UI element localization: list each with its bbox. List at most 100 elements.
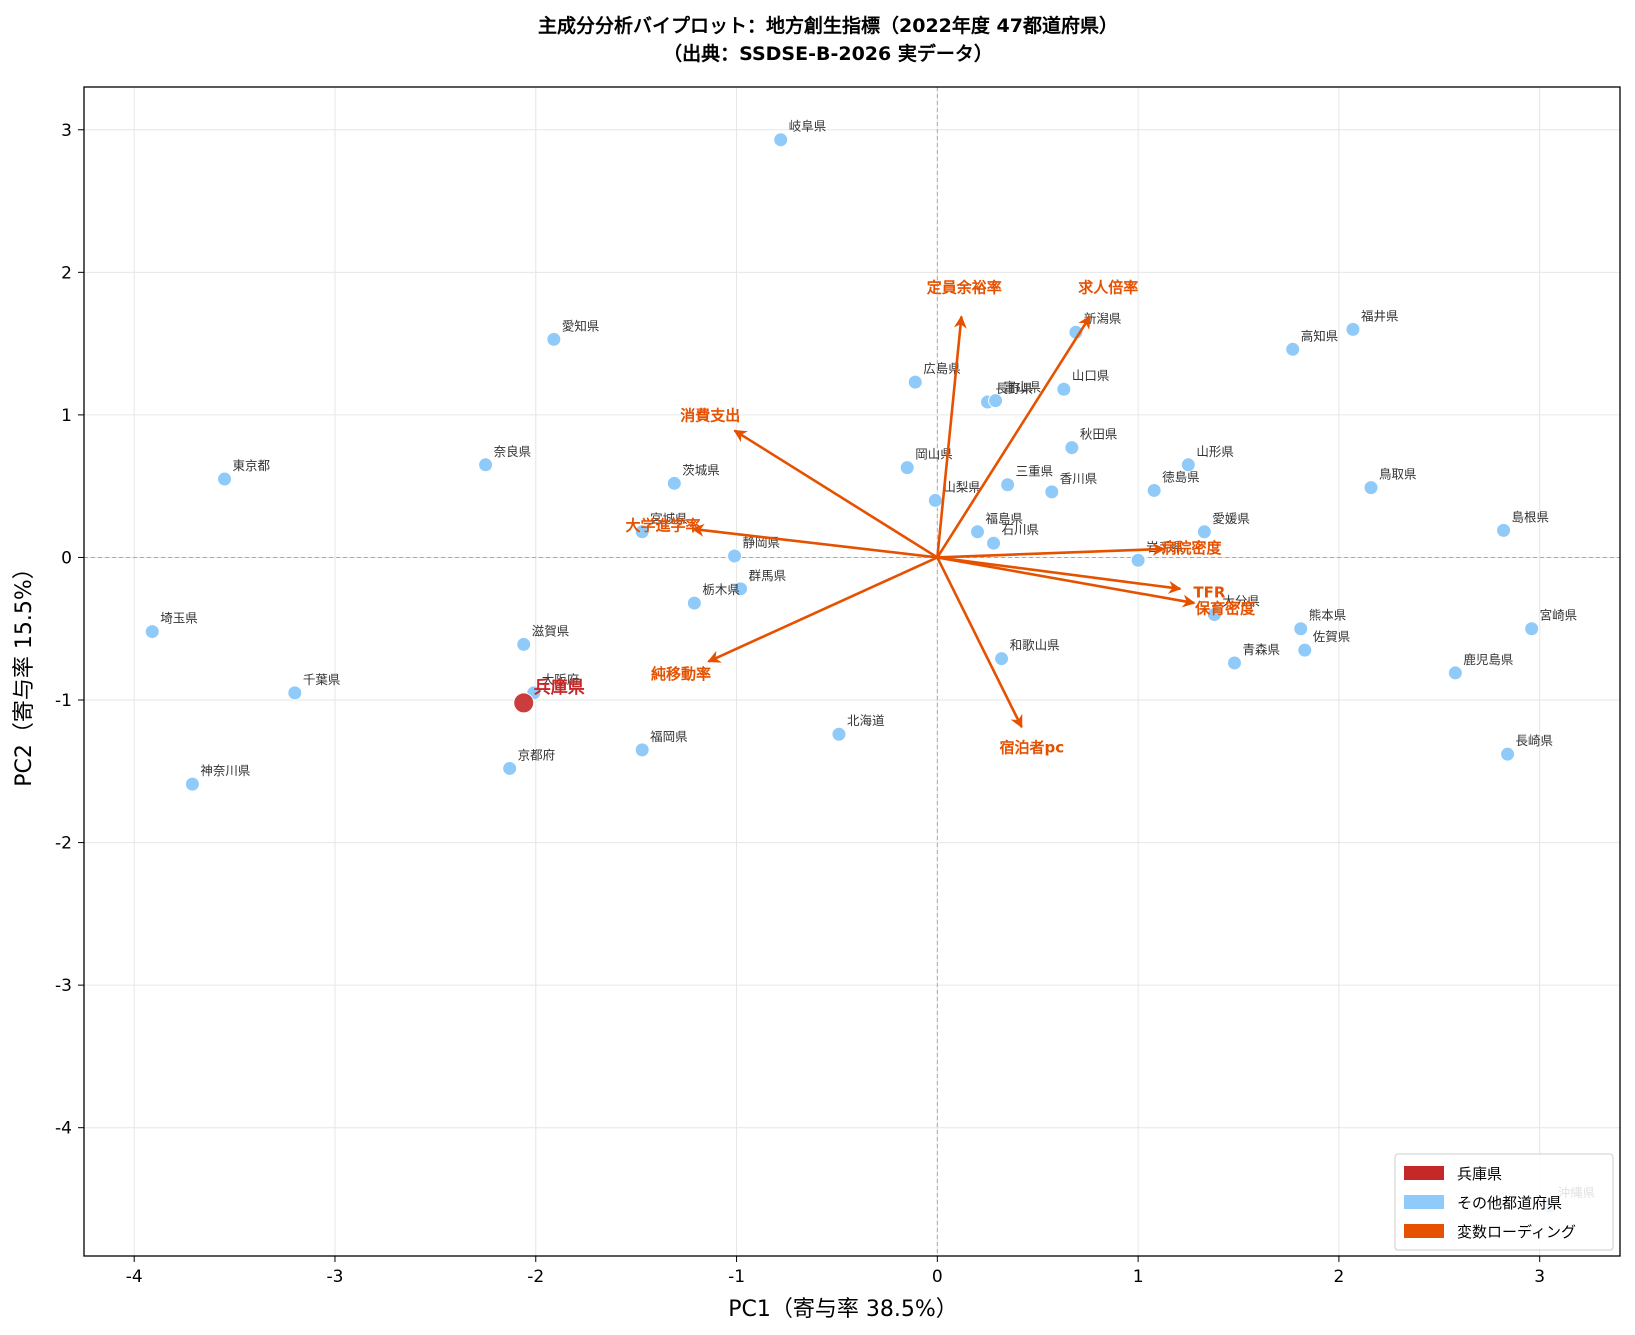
data-point [1293, 621, 1309, 637]
point-label: 神奈川県 [200, 763, 250, 778]
loading-arrow [936, 556, 1023, 729]
loading-arrow [937, 556, 1196, 608]
point-label: 茨城県 [682, 462, 720, 477]
data-point [1285, 341, 1301, 357]
data-point [666, 475, 682, 491]
loading-arrow [937, 542, 1166, 559]
data-point [994, 651, 1010, 667]
data-point [184, 776, 200, 792]
y-tick-label: -3 [55, 976, 72, 996]
data-point [1500, 746, 1516, 762]
legend-label: 変数ローディング [1457, 1223, 1576, 1241]
data-point [727, 548, 743, 564]
loading-arrow [733, 429, 939, 559]
data-point [1447, 665, 1463, 681]
x-tick-label: 2 [1333, 1267, 1344, 1287]
highlight-point [513, 692, 535, 714]
data-point [907, 374, 923, 390]
loading-label: 保育密度 [1194, 600, 1256, 618]
point-label: 岡山県 [915, 447, 953, 462]
loading-label: 消費支出 [680, 406, 740, 424]
x-tick-label: -4 [126, 1267, 143, 1287]
y-tick-label: 3 [61, 121, 72, 141]
point-label: 三重県 [1016, 464, 1054, 479]
data-point [1180, 457, 1196, 473]
loading-label: 大学進学率 [625, 517, 700, 535]
loading-arrow [936, 315, 1092, 559]
loading-label: TFR [1193, 584, 1225, 602]
loading-label: 求人倍率 [1078, 279, 1138, 297]
data-point [217, 471, 233, 487]
point-label: 広島県 [923, 361, 961, 376]
point-label: 大分県 [1222, 593, 1260, 608]
data-point [986, 535, 1002, 551]
point-label: 埼玉県 [160, 611, 198, 626]
legend-swatch [1404, 1166, 1444, 1180]
data-point [773, 132, 789, 148]
loading-label: 病院密度 [1161, 539, 1222, 557]
chart-title-line-2: （出典：SSDSE-B-2026 実データ） [663, 42, 993, 65]
data-point [287, 685, 303, 701]
point-label: 京都府 [518, 747, 556, 762]
data-point [1130, 552, 1146, 568]
x-tick-label: -3 [327, 1267, 344, 1287]
point-label: 千葉県 [303, 672, 341, 687]
point-label: 山梨県 [943, 479, 981, 494]
highlight-label: 兵庫県 [534, 677, 585, 698]
zero-reference-lines [84, 87, 1620, 1256]
point-label: 高知県 [1301, 328, 1339, 343]
data-point [546, 331, 562, 347]
x-axis-label: PC1（寄与率 38.5%） [728, 1297, 958, 1322]
point-label: 北海道 [847, 713, 885, 728]
point-label: 宮崎県 [1540, 608, 1578, 623]
point-label: 福島県 [985, 511, 1023, 526]
x-tick-label: 0 [932, 1267, 943, 1287]
point-label: 青森県 [1242, 642, 1280, 657]
data-point [1064, 440, 1080, 456]
data-point [634, 524, 650, 540]
data-point [686, 595, 702, 611]
data-point [1363, 480, 1379, 496]
loading-label: 純移動率 [651, 665, 711, 683]
data-point [1297, 642, 1313, 658]
loading-label: 定員余裕率 [927, 279, 1002, 297]
y-tick-label: 0 [61, 548, 72, 568]
point-label: 福岡県 [650, 729, 688, 744]
legend-swatch [1404, 1224, 1444, 1238]
data-point [1345, 321, 1361, 337]
data-point [988, 393, 1004, 409]
data-point [634, 742, 650, 758]
point-label: 徳島県 [1162, 469, 1200, 484]
data-point [144, 624, 160, 640]
point-label: 山口県 [1072, 368, 1110, 383]
point-label: 富山県 [1004, 380, 1042, 395]
y-tick-label: 1 [61, 406, 72, 426]
x-tick-label: -1 [728, 1267, 745, 1287]
point-label: 宮城県 [650, 511, 688, 526]
legend-label: 兵庫県 [1457, 1165, 1502, 1183]
point-label: 福井県 [1361, 308, 1399, 323]
data-point [1206, 606, 1222, 622]
point-label: 岐阜県 [789, 119, 827, 134]
plot-border [83, 86, 1621, 1257]
data-point [516, 636, 532, 652]
data-point [927, 492, 943, 508]
legend-box [1394, 1153, 1614, 1251]
point-label: 大阪府 [542, 672, 580, 687]
point-label: 栃木県 [702, 582, 740, 597]
point-label: 山形県 [1196, 444, 1234, 459]
data-point [1496, 522, 1512, 538]
data-point [1146, 482, 1162, 498]
data-point [969, 524, 985, 540]
point-label: 愛知県 [562, 318, 600, 333]
data-point [502, 760, 518, 776]
point-label: 鳥取県 [1379, 467, 1417, 482]
loading-arrow [936, 315, 967, 558]
loading-arrow [937, 556, 1182, 594]
loading-label: 宿泊者pc [999, 738, 1064, 756]
legend-label: その他都道府県 [1457, 1194, 1562, 1212]
x-tick-label: 1 [1133, 1267, 1144, 1287]
